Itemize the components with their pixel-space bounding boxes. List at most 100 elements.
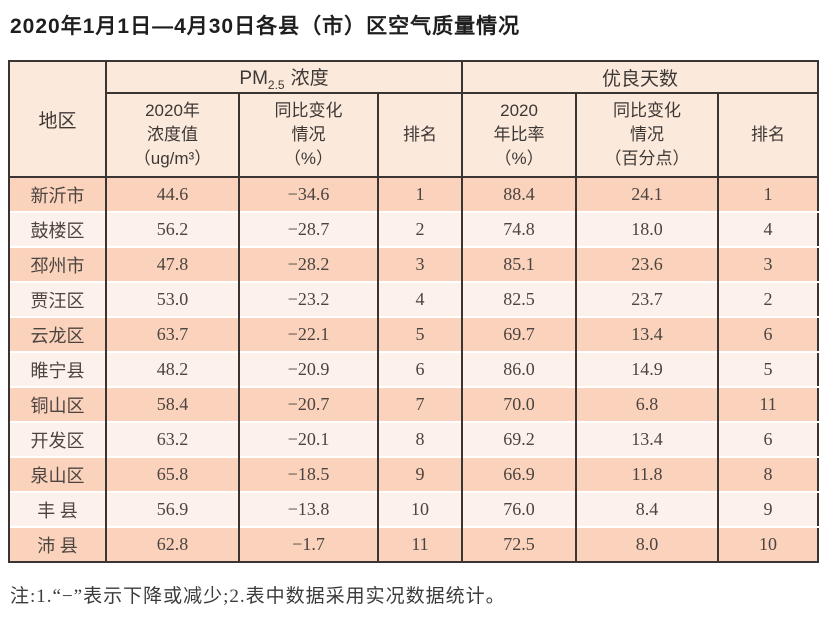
- region-cell: 开发区: [8, 421, 106, 457]
- footnote: 注:1.“−”表示下降或减少;2.表中数据采用实况数据统计。: [10, 586, 506, 607]
- pm-value-cell: 62.8: [105, 526, 239, 562]
- pm-change-cell: −1.7: [238, 526, 378, 562]
- table-row: 睢宁县 48.2 −20.9 6 86.0 14.9 5: [8, 351, 819, 387]
- table-row: 泉山区 65.8 −18.5 9 66.9 11.8 8: [8, 456, 819, 492]
- region-cell: 铜山区: [8, 386, 106, 422]
- region-cell: 丰 县: [8, 491, 106, 527]
- header-region: 地区: [8, 61, 106, 178]
- pm-value-cell: 47.8: [105, 246, 239, 282]
- region-cell: 云龙区: [8, 316, 106, 352]
- pm25-label-suffix: 浓度: [290, 67, 329, 89]
- pm-rank-cell: 5: [376, 316, 463, 352]
- sub-header-row: 2020年 浓度值 （ug/m³） 同比变化 情况 （%） 排名 2020 年比…: [9, 93, 819, 178]
- table-row: 丰 县 56.9 −13.8 10 76.0 8.4 9: [8, 491, 819, 527]
- table-body: 新沂市 44.6 −34.6 1 88.4 24.1 1 鼓楼区 56.2 −2…: [8, 177, 819, 562]
- good-rank-cell: 11: [717, 386, 819, 422]
- region-cell: 鼓楼区: [8, 211, 106, 247]
- good-rate-cell: 82.5: [461, 281, 577, 317]
- pm-rank-cell: 10: [376, 491, 463, 527]
- table-row: 贾汪区 53.0 −23.2 4 82.5 23.7 2: [8, 281, 819, 317]
- pm-value-cell: 58.4: [105, 386, 239, 422]
- pm-change-cell: −34.6: [238, 177, 378, 212]
- good-rate-cell: 70.0: [461, 386, 577, 422]
- good-change-cell: 18.0: [575, 211, 719, 247]
- table-row: 沛 县 62.8 −1.7 11 72.5 8.0 10: [8, 526, 819, 562]
- pm-rank-cell: 1: [376, 177, 463, 212]
- pm-change-cell: −28.2: [238, 246, 378, 282]
- good-rank-cell: 9: [717, 491, 819, 527]
- pm-change-cell: −13.8: [238, 491, 378, 527]
- pm-value-cell: 63.7: [105, 316, 239, 352]
- header-rate: 2020 年比率 （%）: [461, 93, 577, 178]
- pm-value-cell: 53.0: [105, 281, 239, 317]
- good-rate-cell: 86.0: [461, 351, 577, 387]
- table-header: 地区 PM2.5 浓度 优良天数 2020年 浓度值 （ug/m³） 同比变化 情…: [8, 61, 819, 178]
- good-change-cell: 13.4: [575, 316, 719, 352]
- header-good-days-group: 优良天数: [461, 61, 819, 94]
- pm-rank-cell: 7: [376, 386, 463, 422]
- region-cell: 沛 县: [8, 526, 106, 562]
- good-rank-cell: 3: [717, 246, 819, 282]
- table-row: 邳州市 47.8 −28.2 3 85.1 23.6 3: [8, 246, 819, 282]
- header-pm-value: 2020年 浓度值 （ug/m³）: [105, 93, 239, 178]
- header-pm25-group: PM2.5 浓度: [104, 61, 463, 94]
- good-rank-cell: 2: [717, 281, 819, 317]
- table-row: 云龙区 63.7 −22.1 5 69.7 13.4 6: [8, 316, 819, 352]
- region-cell: 泉山区: [8, 456, 106, 492]
- pm-value-cell: 44.6: [105, 177, 239, 212]
- good-change-cell: 23.7: [575, 281, 719, 317]
- pm25-label-subscript: 2.5: [267, 77, 285, 92]
- pm-value-cell: 56.2: [105, 211, 239, 247]
- pm-change-cell: −20.7: [238, 386, 378, 422]
- pm-rank-cell: 3: [376, 246, 463, 282]
- good-rank-cell: 4: [717, 211, 819, 247]
- table-row: 新沂市 44.6 −34.6 1 88.4 24.1 1: [8, 177, 819, 212]
- good-rate-cell: 88.4: [461, 177, 577, 212]
- good-rate-cell: 76.0: [461, 491, 577, 527]
- air-quality-table: 地区 PM2.5 浓度 优良天数 2020年 浓度值 （ug/m³） 同比变化 情…: [8, 60, 820, 563]
- pm-rank-cell: 2: [376, 211, 463, 247]
- good-change-cell: 8.4: [575, 491, 719, 527]
- pm25-label-prefix: PM: [239, 67, 268, 89]
- header-rate-change: 同比变化 情况 （百分点）: [575, 93, 719, 178]
- good-change-cell: 14.9: [575, 351, 719, 387]
- pm-change-cell: −20.1: [238, 421, 378, 457]
- good-rate-cell: 66.9: [461, 456, 577, 492]
- pm-value-cell: 65.8: [105, 456, 239, 492]
- good-change-cell: 6.8: [575, 386, 719, 422]
- pm-rank-cell: 11: [376, 526, 463, 562]
- pm-rank-cell: 8: [376, 421, 463, 457]
- good-rank-cell: 10: [717, 526, 819, 562]
- pm-rank-cell: 9: [376, 456, 463, 492]
- good-rate-cell: 69.7: [461, 316, 577, 352]
- header-pm-change: 同比变化 情况 （%）: [238, 93, 378, 178]
- region-cell: 睢宁县: [8, 351, 106, 387]
- region-cell: 新沂市: [8, 177, 106, 212]
- pm-change-cell: −28.7: [238, 211, 378, 247]
- pm-change-cell: −18.5: [238, 456, 378, 492]
- good-rank-cell: 5: [717, 351, 819, 387]
- pm-rank-cell: 6: [376, 351, 463, 387]
- page-title: 2020年1月1日—4月30日各县（市）区空气质量情况: [10, 15, 521, 38]
- pm-change-cell: −20.9: [238, 351, 378, 387]
- good-rate-cell: 69.2: [461, 421, 577, 457]
- good-rank-cell: 8: [717, 456, 819, 492]
- pm-value-cell: 48.2: [105, 351, 239, 387]
- good-rate-cell: 85.1: [461, 246, 577, 282]
- table-row: 开发区 63.2 −20.1 8 69.2 13.4 6: [8, 421, 819, 457]
- good-rank-cell: 6: [717, 316, 819, 352]
- region-cell: 邳州市: [8, 246, 106, 282]
- group-header-row: 地区 PM2.5 浓度 优良天数: [8, 61, 819, 178]
- header-pm-rank: 排名: [376, 93, 463, 178]
- table-row: 鼓楼区 56.2 −28.7 2 74.8 18.0 4: [8, 211, 819, 247]
- good-rate-cell: 72.5: [461, 526, 577, 562]
- region-cell: 贾汪区: [8, 281, 106, 317]
- pm-change-cell: −22.1: [238, 316, 378, 352]
- pm-change-cell: −23.2: [238, 281, 378, 317]
- pm-rank-cell: 4: [376, 281, 463, 317]
- good-rank-cell: 6: [717, 421, 819, 457]
- pm-value-cell: 56.9: [105, 491, 239, 527]
- good-change-cell: 11.8: [575, 456, 719, 492]
- table-row: 铜山区 58.4 −20.7 7 70.0 6.8 11: [8, 386, 819, 422]
